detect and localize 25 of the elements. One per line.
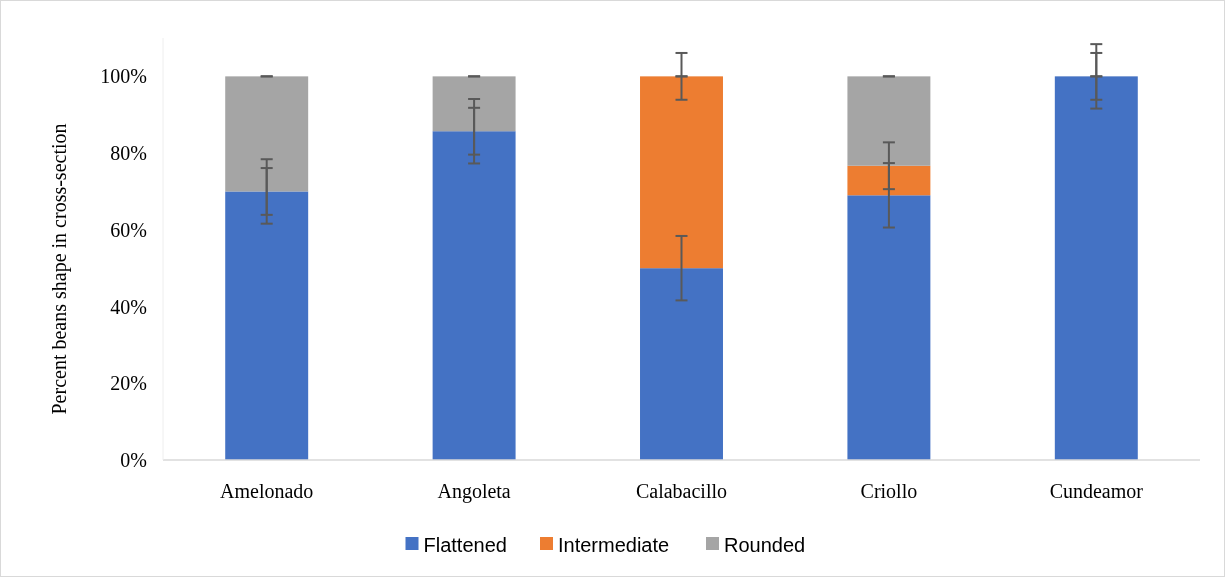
y-tick-label: 0% — [120, 449, 147, 471]
bar — [225, 191, 309, 460]
y-tick-label: 20% — [110, 372, 147, 395]
x-tick-label: Angoleta — [437, 480, 511, 503]
y-tick-label: 100% — [100, 65, 147, 88]
x-tick-label: Calabacillo — [635, 480, 728, 502]
bar — [432, 76, 516, 132]
bar — [847, 165, 931, 196]
bar — [640, 76, 723, 269]
legend-label: Intermediate — [558, 534, 670, 556]
y-tick-label: 60% — [110, 218, 147, 241]
bar — [847, 195, 931, 460]
bar — [225, 76, 309, 192]
x-tick-label: Cundeamor — [1049, 480, 1144, 502]
x-tick-label: Criollo — [860, 480, 918, 502]
bar — [640, 268, 723, 460]
legend-label: Flattened — [423, 534, 507, 556]
bar — [432, 131, 516, 460]
y-tick-label: 80% — [110, 142, 147, 165]
y-axis-title: Percent beans shape in cross-section — [48, 123, 71, 415]
x-tick-label: Amelonado — [220, 480, 314, 502]
bar — [1054, 76, 1138, 460]
legend-label: Rounded — [724, 534, 806, 556]
bar — [847, 76, 931, 166]
y-tick-label: 40% — [110, 295, 147, 318]
